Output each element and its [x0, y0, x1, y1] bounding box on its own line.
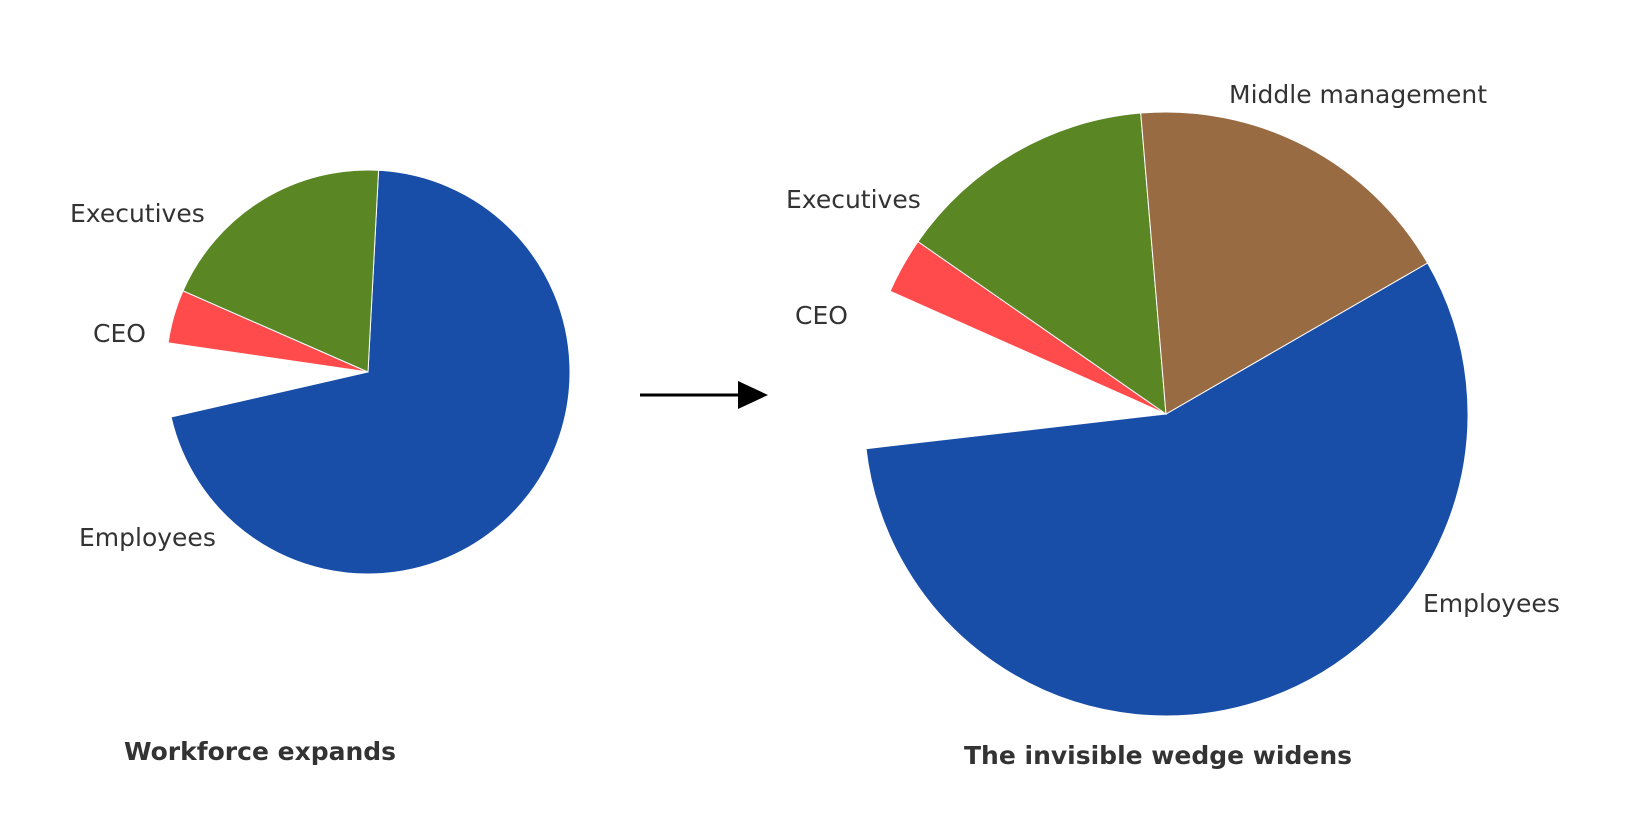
slice-label-ceo: CEO	[93, 319, 146, 348]
pie-slice-executives	[182, 169, 380, 373]
pie-slice-gap	[165, 342, 368, 418]
pie-slice-executives	[917, 112, 1167, 416]
transition-arrow-icon	[640, 381, 768, 409]
pie-slice-employees	[170, 169, 571, 575]
slice-label-ceo: CEO	[795, 301, 848, 330]
slice-label-employees: Employees	[1423, 589, 1560, 618]
slice-label-executives: Executives	[786, 185, 921, 214]
caption-left: Workforce expands	[124, 737, 396, 766]
pie-slice-gap	[863, 291, 1166, 449]
caption-right: The invisible wedge widens	[964, 741, 1352, 770]
pie-slice-employees	[865, 262, 1469, 717]
slice-label-executives: Executives	[70, 199, 205, 228]
slice-label-employees: Employees	[79, 523, 216, 552]
pie-chart-workforce: Employees CEO Executives	[70, 169, 571, 575]
slice-label-middle-management: Middle management	[1229, 80, 1487, 109]
pie-slice-middle-management	[1140, 111, 1429, 415]
pie-chart-invisible-wedge: Employees CEO Executives Middle management	[786, 80, 1560, 717]
